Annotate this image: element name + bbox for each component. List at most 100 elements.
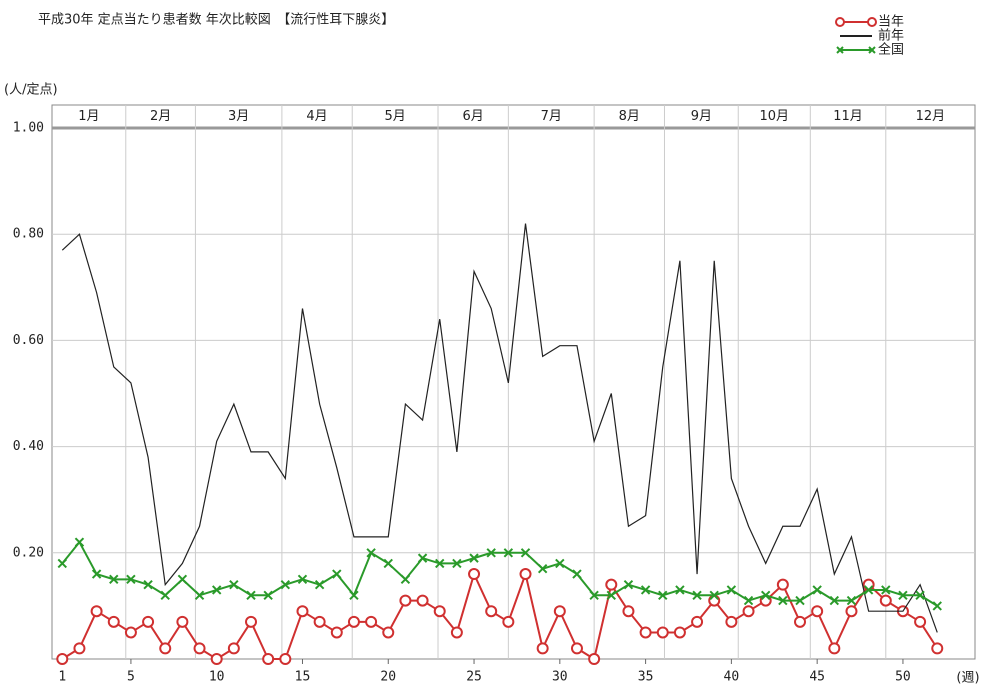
point	[74, 537, 85, 547]
legend-label: 全国	[878, 42, 904, 58]
point	[263, 590, 273, 600]
y-tick-label: 0.60	[13, 333, 44, 348]
point	[640, 585, 651, 595]
y-tick-label: 0.40	[13, 439, 44, 454]
point	[520, 548, 531, 558]
point	[795, 595, 805, 606]
point	[229, 579, 239, 590]
y-tick-label: 0.20	[13, 545, 44, 560]
point	[486, 548, 496, 558]
point	[280, 579, 291, 590]
point	[675, 585, 685, 595]
point	[56, 653, 69, 665]
point	[502, 615, 515, 628]
point	[452, 558, 462, 569]
point	[245, 615, 258, 628]
point	[537, 564, 548, 574]
month-label: 7月	[541, 109, 562, 124]
point	[176, 615, 189, 628]
point	[57, 558, 68, 569]
month-label: 11月	[833, 109, 863, 124]
point	[881, 585, 891, 595]
point	[863, 585, 874, 595]
point	[914, 615, 927, 628]
point	[211, 585, 222, 595]
point	[194, 590, 205, 600]
point	[812, 585, 822, 595]
point	[347, 615, 360, 628]
point	[692, 590, 702, 600]
legend-marker	[867, 17, 877, 27]
x-tick-label: 5	[127, 670, 135, 685]
x-tick-label: 15	[295, 670, 311, 685]
legend-label: 当年	[878, 15, 904, 30]
point	[159, 642, 172, 655]
x-tick-label: 30	[552, 670, 568, 685]
point	[606, 590, 616, 600]
point	[778, 595, 788, 606]
point	[743, 595, 754, 606]
point	[656, 626, 669, 639]
point	[536, 642, 549, 655]
point	[742, 605, 755, 618]
point	[262, 653, 275, 665]
month-label: 6月	[463, 109, 484, 124]
point	[829, 595, 840, 606]
point	[296, 605, 309, 618]
point	[658, 590, 668, 600]
point	[485, 605, 498, 618]
point	[708, 594, 721, 607]
point	[90, 605, 103, 618]
point	[365, 615, 378, 628]
point	[605, 578, 618, 591]
x-tick-label: 1	[58, 670, 66, 685]
point	[519, 568, 532, 581]
point	[915, 590, 925, 600]
point	[846, 595, 857, 606]
point	[726, 585, 737, 595]
point	[435, 558, 445, 569]
point	[898, 590, 908, 600]
month-label: 1月	[78, 109, 99, 124]
point	[879, 594, 892, 607]
point	[107, 615, 120, 628]
point	[143, 579, 153, 590]
month-label: 9月	[691, 109, 712, 124]
point	[760, 590, 771, 600]
plot-frame	[51, 104, 976, 660]
point	[845, 605, 858, 618]
point	[862, 578, 875, 591]
point	[555, 558, 565, 569]
point	[383, 558, 393, 569]
point	[399, 594, 412, 607]
point	[366, 548, 376, 558]
point	[811, 605, 824, 618]
point	[297, 574, 308, 585]
chart-title: 平成30年 定点当たり患者数 年次比較図 【流行性耳下腺炎】	[38, 12, 394, 28]
point	[622, 605, 635, 618]
point	[450, 626, 463, 639]
point	[382, 626, 395, 639]
legend-label: 前年	[878, 28, 904, 44]
y-axis-label: (人/定点)	[4, 83, 58, 98]
point	[416, 594, 429, 607]
point	[400, 574, 411, 585]
point	[639, 626, 652, 639]
x-tick-label: 20	[380, 670, 396, 685]
month-label: 4月	[306, 109, 327, 124]
month-label: 5月	[384, 109, 405, 124]
point	[931, 642, 944, 655]
y-tick-label: 1.00	[13, 121, 44, 136]
point	[91, 569, 102, 579]
month-label: 2月	[150, 109, 171, 124]
point	[142, 615, 155, 628]
point	[776, 578, 789, 591]
point	[332, 569, 342, 579]
point	[570, 642, 583, 655]
point	[794, 615, 807, 628]
y-tick-label: 0.80	[13, 227, 44, 242]
point	[709, 590, 719, 600]
point	[210, 653, 223, 665]
point	[588, 653, 601, 665]
